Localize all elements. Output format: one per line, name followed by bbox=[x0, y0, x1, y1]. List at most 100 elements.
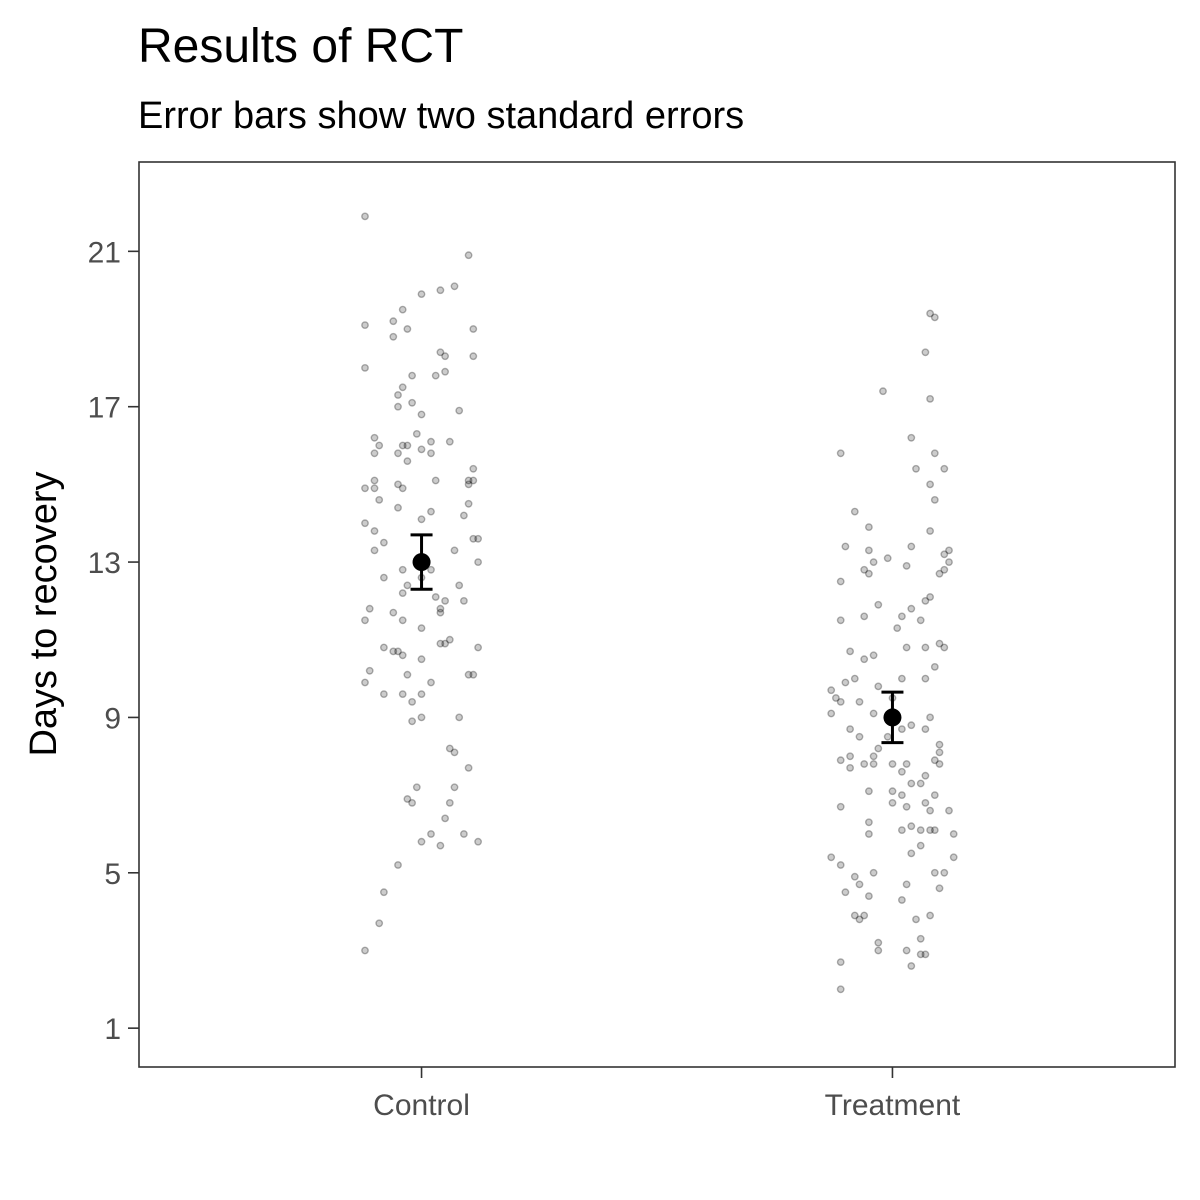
data-point-control bbox=[370, 433, 379, 442]
data-point-control bbox=[389, 608, 398, 617]
data-point-control bbox=[394, 647, 402, 656]
data-point-control bbox=[445, 799, 454, 807]
data-point-treatment bbox=[836, 861, 845, 869]
data-point-control bbox=[403, 795, 412, 803]
data-point-control bbox=[389, 647, 398, 656]
data-point-treatment bbox=[865, 830, 873, 838]
data-point-treatment bbox=[865, 892, 873, 900]
data-point-treatment bbox=[907, 721, 916, 730]
data-point-treatment bbox=[921, 799, 930, 807]
data-point-control bbox=[379, 573, 388, 582]
data-point-treatment bbox=[930, 313, 939, 322]
data-point-treatment bbox=[846, 764, 854, 772]
data-point-control bbox=[417, 690, 426, 698]
data-point-control bbox=[417, 515, 426, 524]
data-point-treatment bbox=[930, 495, 939, 504]
x-axis: Control Treatment bbox=[373, 1067, 961, 1122]
data-point-control bbox=[445, 744, 454, 753]
y-tick-label: 13 bbox=[88, 547, 121, 580]
data-point-treatment bbox=[836, 698, 845, 706]
data-point-control bbox=[450, 748, 459, 757]
data-point-treatment bbox=[855, 732, 864, 741]
data-point-treatment bbox=[888, 787, 897, 796]
data-point-treatment bbox=[902, 562, 911, 570]
data-point-control bbox=[469, 534, 478, 543]
data-point-control bbox=[398, 651, 407, 660]
data-point-control bbox=[375, 919, 384, 928]
data-point-treatment bbox=[850, 872, 859, 881]
data-point-treatment bbox=[907, 849, 916, 858]
data-point-control bbox=[455, 406, 464, 415]
data-point-control bbox=[370, 484, 379, 493]
x-tick-label: Treatment bbox=[825, 1089, 961, 1122]
data-point-treatment bbox=[827, 686, 836, 695]
data-point-treatment bbox=[926, 593, 934, 601]
data-point-control bbox=[379, 538, 388, 547]
data-point-control bbox=[464, 499, 473, 508]
data-point-treatment bbox=[888, 760, 897, 768]
data-point-treatment bbox=[940, 565, 949, 574]
data-point-control bbox=[398, 589, 407, 597]
data-point-treatment bbox=[898, 896, 906, 904]
data-point-treatment bbox=[902, 946, 911, 955]
data-point-treatment bbox=[898, 612, 906, 621]
data-point-treatment bbox=[841, 542, 850, 551]
data-point-treatment bbox=[912, 915, 920, 924]
data-point-treatment bbox=[874, 938, 883, 947]
jittered-points bbox=[361, 212, 958, 994]
data-point-control bbox=[464, 764, 473, 772]
data-point-treatment bbox=[935, 740, 944, 749]
data-point-treatment bbox=[916, 826, 925, 834]
data-point-treatment bbox=[916, 779, 925, 788]
data-point-control bbox=[408, 799, 416, 807]
data-point-treatment bbox=[836, 958, 845, 966]
data-point-treatment bbox=[940, 550, 949, 559]
data-point-treatment bbox=[926, 806, 934, 815]
data-point-control bbox=[408, 698, 416, 706]
data-point-control bbox=[398, 565, 407, 574]
data-point-treatment bbox=[907, 433, 916, 442]
data-point-control bbox=[375, 495, 384, 504]
data-point-treatment bbox=[869, 752, 878, 761]
data-point-treatment bbox=[902, 802, 911, 811]
data-point-treatment bbox=[935, 748, 944, 757]
data-point-control bbox=[417, 290, 426, 298]
data-point-control bbox=[436, 604, 445, 613]
chart-subtitle: Error bars show two standard errors bbox=[138, 95, 744, 137]
data-point-control bbox=[394, 449, 402, 458]
data-point-treatment bbox=[930, 449, 939, 458]
data-point-treatment bbox=[930, 663, 939, 671]
data-point-control bbox=[459, 830, 468, 838]
data-point-control bbox=[361, 678, 369, 687]
data-point-control bbox=[469, 325, 478, 333]
data-point-control bbox=[361, 212, 369, 221]
data-point-treatment bbox=[832, 694, 840, 702]
data-point-treatment bbox=[907, 604, 916, 613]
data-point-control bbox=[469, 464, 478, 473]
data-point-treatment bbox=[827, 853, 836, 862]
data-point-treatment bbox=[841, 888, 850, 897]
data-point-treatment bbox=[930, 868, 939, 877]
data-point-treatment bbox=[874, 600, 883, 609]
data-point-control bbox=[389, 317, 398, 326]
data-point-control bbox=[361, 363, 369, 372]
data-point-control bbox=[431, 476, 440, 485]
x-tick-label: Control bbox=[373, 1089, 470, 1122]
data-point-treatment bbox=[860, 565, 869, 574]
data-point-control bbox=[370, 527, 379, 535]
data-point-control bbox=[427, 830, 435, 838]
data-point-control bbox=[394, 391, 402, 399]
data-point-treatment bbox=[926, 527, 934, 535]
data-point-treatment bbox=[930, 791, 939, 799]
data-point-treatment bbox=[855, 880, 864, 889]
data-point-control bbox=[370, 546, 379, 555]
data-point-control bbox=[365, 604, 374, 613]
data-point-treatment bbox=[935, 569, 944, 578]
data-point-control bbox=[417, 445, 426, 454]
data-point-treatment bbox=[836, 449, 845, 458]
data-point-control bbox=[455, 713, 464, 722]
data-point-treatment bbox=[855, 915, 864, 924]
data-point-treatment bbox=[846, 647, 854, 656]
data-point-treatment bbox=[926, 309, 934, 318]
data-point-treatment bbox=[869, 651, 878, 660]
